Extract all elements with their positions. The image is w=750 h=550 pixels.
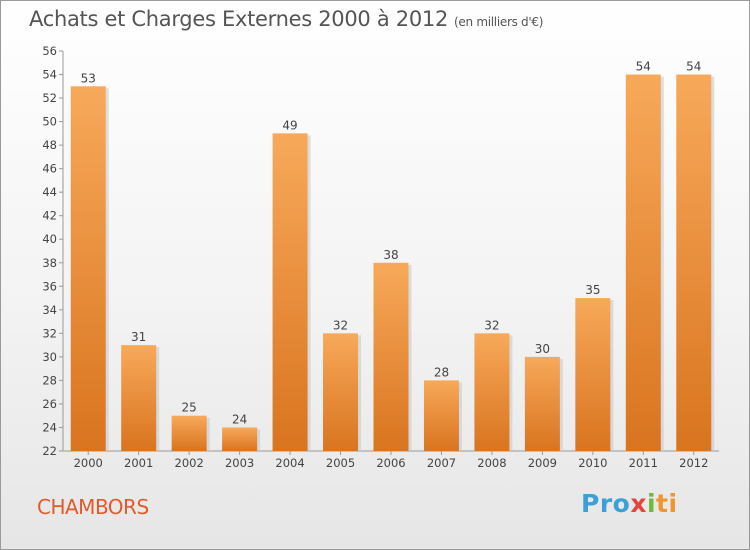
y-tick-label: 54 [42,68,57,82]
y-tick-label: 42 [42,209,57,223]
bar-2005[interactable] [323,333,359,451]
x-tick-label: 2005 [326,456,355,470]
x-tick-label: 2004 [275,456,304,470]
data-label: 24 [232,412,247,426]
y-tick-label: 40 [42,232,57,246]
title-text: Achats et Charges Externes 2000 à 2012 [29,7,449,31]
y-tick-label: 32 [42,326,57,340]
x-tick-label: 2012 [679,456,708,470]
data-label: 35 [585,283,600,297]
bar-2002[interactable] [171,415,207,451]
bar-2006[interactable] [373,262,409,451]
data-label: 54 [686,60,701,74]
bar-2010[interactable] [575,298,611,451]
bar-2004[interactable] [272,133,308,451]
bar-2001[interactable] [121,345,157,451]
x-tick-label: 2002 [175,456,204,470]
x-tick-label: 2000 [74,456,103,470]
data-label: 54 [636,60,651,74]
x-tick-label: 2001 [124,456,153,470]
title-unit: (en milliers d'€) [454,15,544,29]
y-tick-label: 50 [42,115,57,129]
chart-title: Achats et Charges Externes 2000 à 2012 (e… [29,7,543,31]
bar-2011[interactable] [625,74,661,451]
bar-2003[interactable] [222,427,258,451]
bar-2012[interactable] [676,74,712,451]
y-tick-label: 48 [42,138,57,152]
data-label: 32 [484,318,499,332]
x-tick-label: 2003 [225,456,254,470]
x-tick-label: 2008 [477,456,506,470]
x-tick-label: 2007 [427,456,456,470]
bar-2009[interactable] [524,356,560,451]
y-tick-label: 46 [42,162,57,176]
bar-2000[interactable] [70,86,106,451]
data-label: 49 [282,118,297,132]
y-tick-label: 52 [42,91,57,105]
y-tick-label: 28 [42,373,57,387]
data-label: 32 [333,318,348,332]
y-tick-label: 44 [42,185,57,199]
y-tick-label: 26 [42,397,57,411]
data-label: 38 [383,248,398,262]
data-label: 53 [81,71,96,85]
y-tick-label: 34 [42,303,57,317]
data-label: 31 [131,330,146,344]
y-tick-label: 56 [42,44,57,58]
proxiti-logo[interactable]: Proxiti [581,489,678,518]
y-tick-label: 30 [42,350,57,364]
x-tick-label: 2009 [528,456,557,470]
x-tick-label: 2011 [629,456,658,470]
bar-2008[interactable] [474,333,510,451]
data-label: 28 [434,365,449,379]
commune-name: CHAMBORS [37,495,149,519]
y-tick-label: 38 [42,256,57,270]
data-label: 25 [182,401,197,415]
y-tick-label: 22 [42,444,57,458]
x-tick-label: 2010 [578,456,607,470]
bar-2007[interactable] [423,380,459,451]
y-tick-label: 36 [42,279,57,293]
x-tick-label: 2006 [376,456,405,470]
y-tick-label: 24 [42,420,57,434]
data-label: 30 [535,342,550,356]
